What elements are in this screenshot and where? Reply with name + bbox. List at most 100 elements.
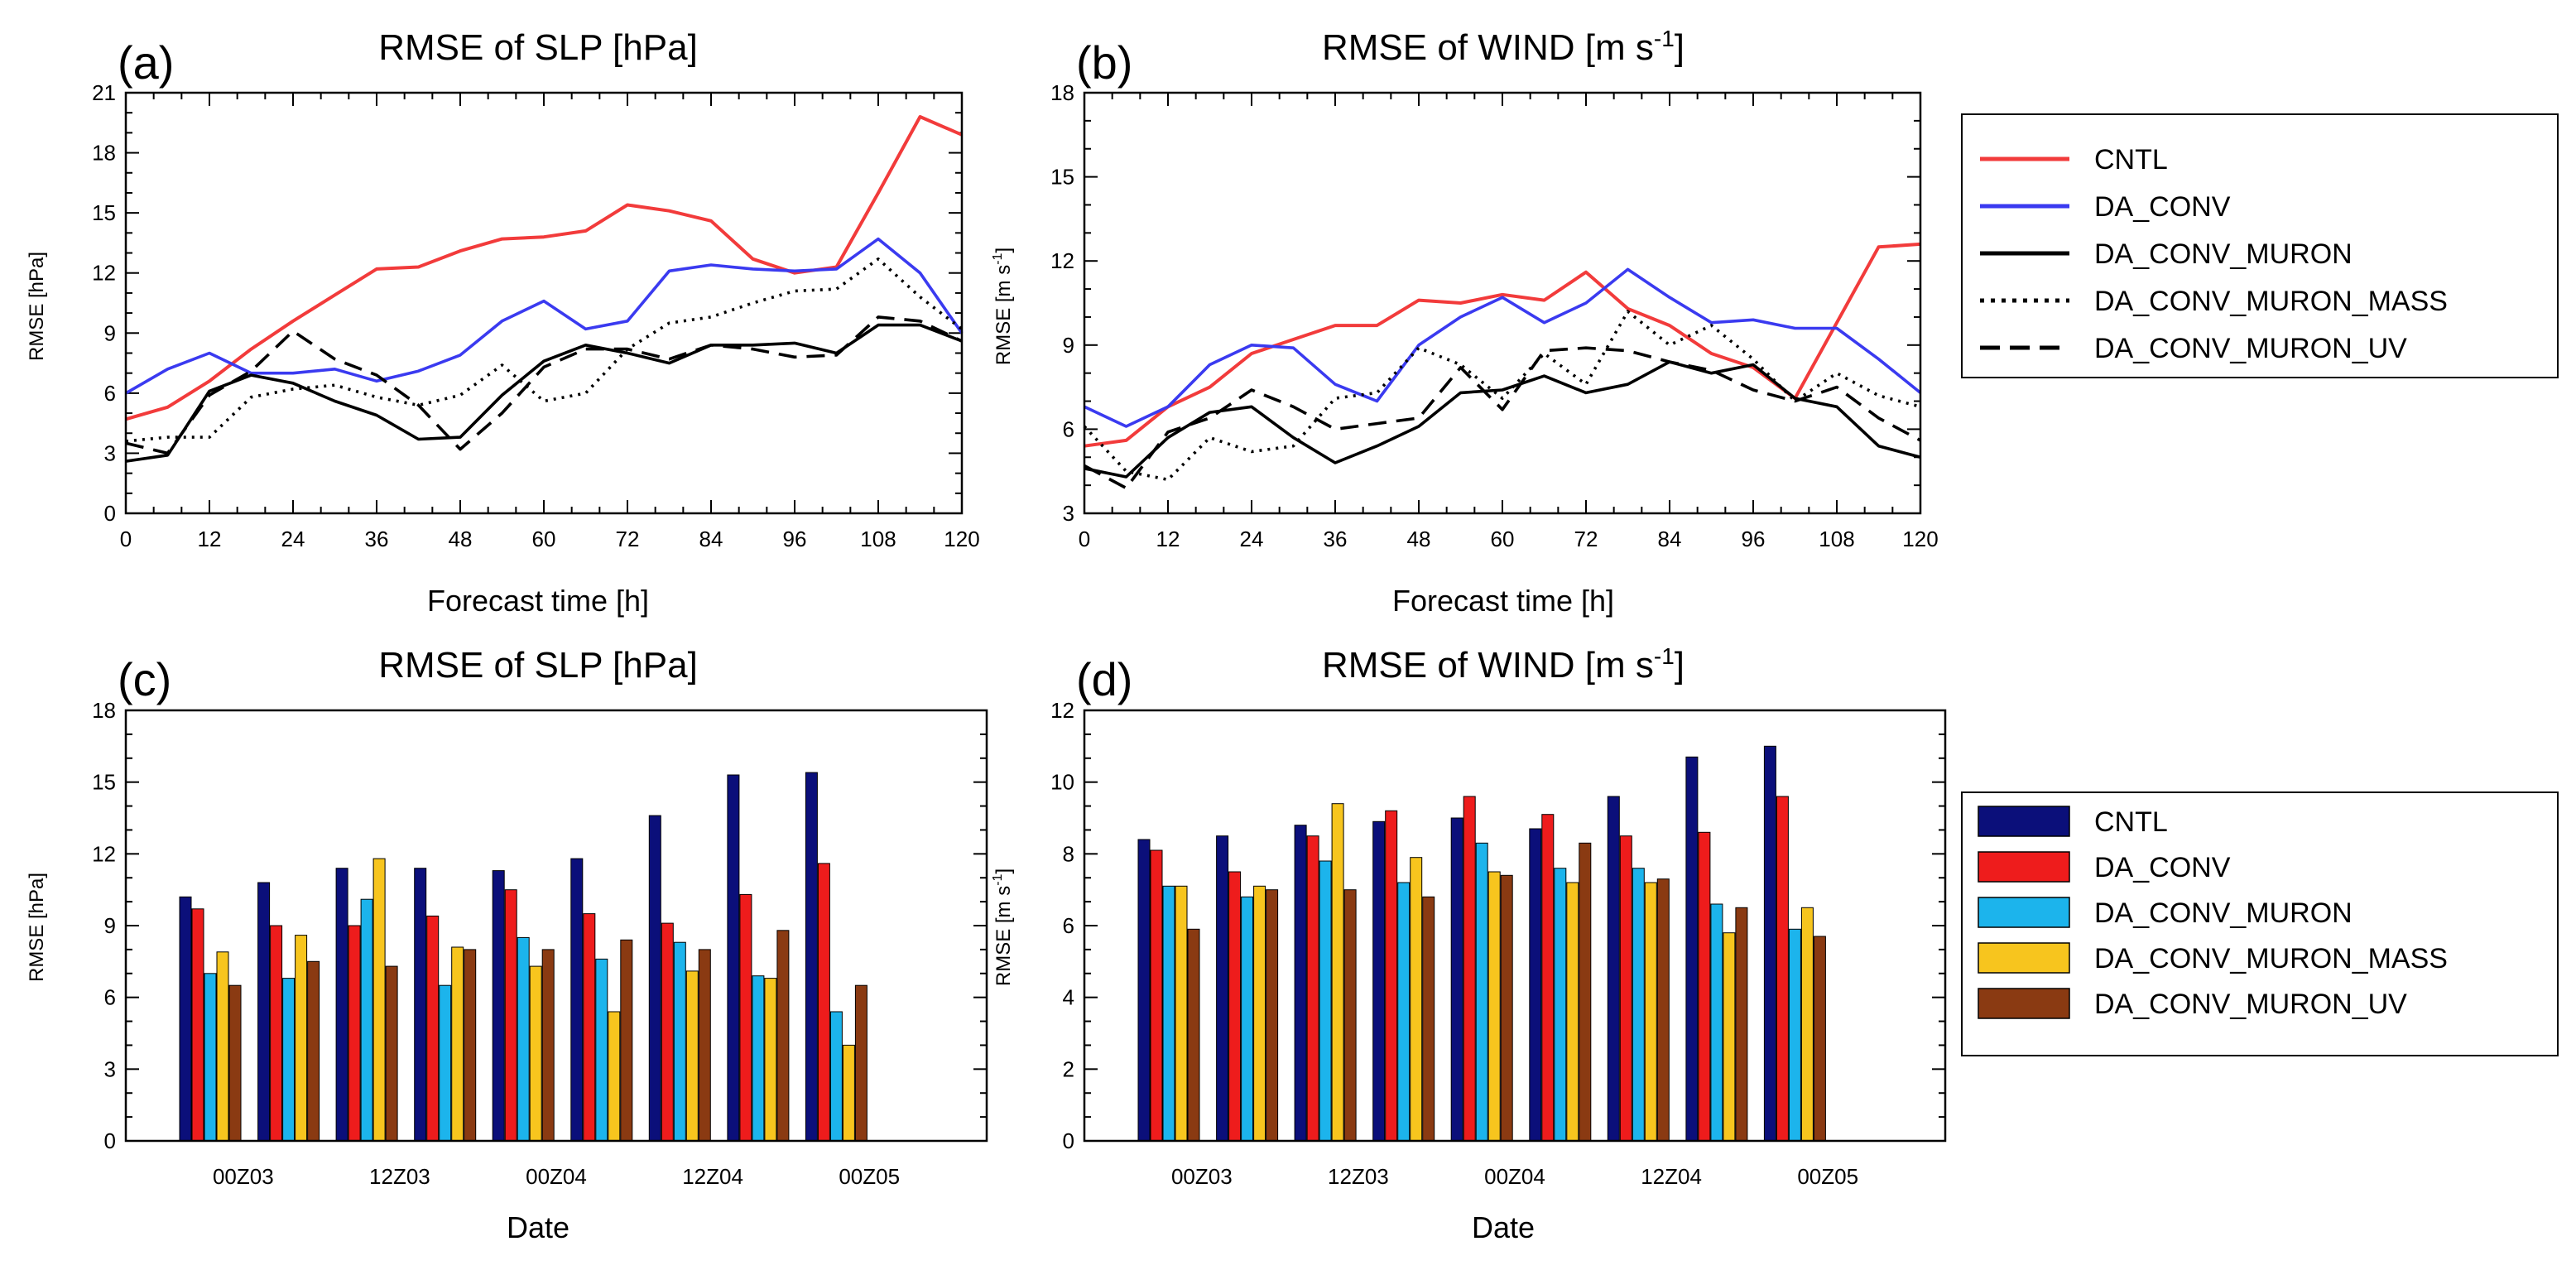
panel-d-bar-da-conv-muron [1319,860,1332,1142]
panel-a-series-da-conv-muron-uv [125,315,963,455]
panel-b-xtick-label: 84 [1658,527,1682,551]
panel-d-bar-da-conv-muron-uv [1266,889,1279,1142]
bar-legend-swatch-da-conv-muron-uv [1978,988,2070,1019]
panel-a-plot-frame [124,91,964,515]
panel-c-bar-da-conv-muron-mass [451,946,464,1142]
panel-c-bar-da-conv-muron [204,973,217,1142]
panel-c-bar-da-conv-muron [673,941,686,1142]
panel-a-slp-line-chart: (a) RMSE of SLP [hPa] RMSE [hPa] Forecas… [26,27,980,618]
panel-c-bar-da-conv [348,925,361,1142]
panel-d-bar-da-conv [1463,796,1476,1142]
bar-legend-swatch-cntl [1978,806,2070,837]
panel-b-xtick-label: 0 [1079,527,1090,551]
panel-c-bar-cntl [570,858,584,1142]
panel-d-bar-da-conv-muron-mass [1175,885,1188,1142]
panel-d-bar-cntl [1763,745,1776,1142]
panel-c-bar-da-conv [270,925,283,1142]
panel-c-bar-da-conv [817,863,830,1142]
panel-c-xlabel: Date [507,1210,570,1244]
panel-a-xtick-label: 12 [198,527,222,551]
panel-d-bar-cntl [1216,835,1229,1142]
panel-b-xtick-label: 12 [1156,527,1180,551]
panel-c-bar-da-conv-muron-mass [608,1011,621,1142]
panel-b-ytick-label: 15 [1050,165,1074,190]
bar-legend-swatch-da-conv-muron-mass [1978,942,2070,974]
panel-c-bar-da-conv-muron-uv [698,949,711,1142]
panel-d-xlabel: Date [1472,1210,1535,1244]
panel-c-bar-cntl [335,868,348,1142]
panel-c-bar-da-conv-muron [595,958,608,1142]
panel-d-label: (d) [1076,653,1132,705]
panel-d-bar-cntl [1450,817,1463,1142]
panel-d-bar-da-conv-muron [1241,896,1254,1142]
panel-d-bar-da-conv [1306,835,1319,1142]
panel-c-ytick-label: 6 [104,985,116,1010]
panel-a-ytick-label: 0 [104,501,116,526]
line-legend-entry-da-conv-muron: DA_CONV_MURON [2094,238,2353,270]
panel-d-bar-cntl [1529,828,1542,1142]
panel-b-series-da-conv-muron [1084,360,1921,479]
panel-a-series-da-conv-muron-mass [125,257,964,443]
panel-c-ytick-label: 9 [104,913,116,938]
panel-d-category-label: 00Z05 [1797,1164,1858,1189]
panel-a-xtick-label: 48 [449,527,473,551]
panel-c-bar-da-conv-muron-uv [854,984,867,1142]
panel-a-ytick-label: 9 [104,320,116,345]
panel-c-ytick-label: 0 [104,1128,116,1153]
panel-b-xtick-label: 96 [1742,527,1766,551]
panel-c-bar-da-conv-muron-mass [529,965,542,1142]
panel-d-bar-da-conv-muron-uv [1343,889,1357,1142]
panel-c-bar-da-conv-muron-mass [764,978,777,1142]
panel-b-series-da-conv-muron-mass [1083,310,1921,482]
panel-c-slp-bar-chart: (c) RMSE of SLP [hPa] RMSE [hPa] Date 0 3… [26,645,988,1244]
panel-c-plot-frame [124,709,988,1143]
panel-c-ytick-label: 12 [92,841,116,866]
panel-b-xtick-label: 36 [1324,527,1348,551]
panel-c-ytick-label: 15 [92,770,116,795]
panel-b-wind-line-chart: (b) RMSE of WIND [m s-1] RMSE [m s-1] Fo… [991,26,1939,618]
panel-c-ytick-label: 18 [92,698,116,723]
panel-b-ytick-label: 9 [1063,333,1074,358]
panel-c-bar-da-conv-muron [282,978,296,1142]
panel-c-bar-da-conv-muron-uv [620,939,633,1142]
panel-d-bar-da-conv-muron-uv [1813,936,1826,1142]
panel-c-ylabel: RMSE [hPa] [26,873,48,982]
panel-d-bar-da-conv [1698,831,1711,1142]
panel-c-category-label: 00Z03 [213,1164,274,1189]
panel-d-bar-da-conv [1776,796,1789,1142]
panel-c-bar-da-conv-muron [517,936,530,1142]
panel-c-bar-da-conv [583,913,596,1142]
panel-c-bar-da-conv-muron-uv [464,949,477,1142]
panel-d-bar-da-conv-muron [1710,903,1723,1142]
panel-c-bar-da-conv-muron [439,984,452,1142]
panel-c-bar-da-conv-muron-uv [776,930,790,1142]
panel-d-ytick-label: 2 [1063,1056,1074,1081]
panel-c-bar-da-conv-muron-mass [295,935,308,1142]
panel-d-bar-da-conv-muron-uv [1500,874,1513,1142]
panel-d-bar-da-conv-muron-mass [1331,803,1344,1142]
panel-a-xtick-label: 0 [120,527,132,551]
panel-d-bar-cntl [1137,839,1151,1142]
bar-legend-entry-cntl: CNTL [2094,806,2168,838]
bar-legend-swatch-da-conv [1978,851,2070,883]
panel-d-plot-frame [1083,709,1947,1143]
panel-a-ytick-label: 6 [104,381,116,406]
panel-d-ytick-label: 10 [1050,770,1074,795]
panel-a-ytick-label: 21 [92,80,116,105]
panel-d-bar-da-conv-muron-uv [1579,842,1592,1142]
panel-c-bar-cntl [805,772,818,1142]
panel-b-xlabel: Forecast time [h] [1392,584,1614,618]
bar-legend-entry-da-conv-muron-mass: DA_CONV_MURON_MASS [2094,943,2448,974]
panel-b-ylabel: RMSE [m s-1] [991,248,1015,365]
panel-d-ylabel: RMSE [m s-1] [991,868,1015,986]
line-legend-entry-da-conv: DA_CONV [2094,191,2231,223]
panel-c-category-label: 12Z04 [682,1164,743,1189]
panel-b-xtick-label: 24 [1240,527,1264,551]
panel-c-bar-da-conv-muron-uv [228,984,242,1142]
panel-a-xtick-label: 36 [365,527,389,551]
panel-b-series-cntl [1084,242,1921,448]
panel-d-bar-da-conv-muron-mass [1644,882,1657,1142]
panel-b-xtick-label: 60 [1491,527,1515,551]
panel-c-bar-cntl [257,882,271,1142]
panel-b-xtick-label: 48 [1407,527,1431,551]
